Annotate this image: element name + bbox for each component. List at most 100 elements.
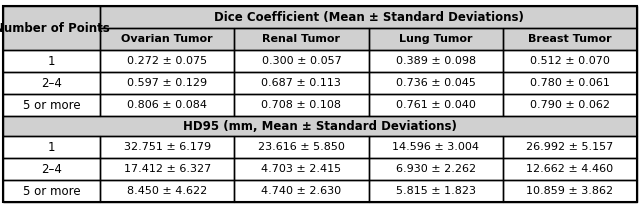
Bar — [234, 136, 369, 158]
Bar — [3, 136, 100, 158]
Bar — [3, 158, 100, 180]
Bar — [3, 180, 100, 202]
Bar — [503, 136, 637, 158]
Bar — [3, 6, 100, 50]
Bar — [100, 94, 234, 116]
Bar — [3, 136, 100, 158]
Text: 12.662 ± 4.460: 12.662 ± 4.460 — [526, 164, 613, 174]
Bar — [369, 158, 503, 180]
Text: 0.708 ± 0.108: 0.708 ± 0.108 — [261, 100, 341, 110]
Bar — [369, 28, 503, 50]
Text: 23.616 ± 5.850: 23.616 ± 5.850 — [258, 142, 345, 152]
Bar — [503, 158, 637, 180]
Bar — [369, 136, 503, 158]
Bar — [3, 50, 100, 72]
Text: 26.992 ± 5.157: 26.992 ± 5.157 — [526, 142, 614, 152]
Bar — [3, 94, 100, 116]
Bar — [503, 28, 637, 50]
Text: Breast Tumor: Breast Tumor — [528, 34, 612, 44]
Bar — [503, 72, 637, 94]
Bar — [503, 180, 637, 202]
Text: 0.687 ± 0.113: 0.687 ± 0.113 — [261, 78, 341, 88]
Bar — [503, 180, 637, 202]
Bar — [100, 6, 637, 28]
Bar — [100, 72, 234, 94]
Text: 1: 1 — [48, 140, 55, 153]
Bar — [100, 28, 234, 50]
Bar — [234, 50, 369, 72]
Bar — [503, 50, 637, 72]
Bar — [3, 94, 100, 116]
Bar — [503, 136, 637, 158]
Bar — [234, 28, 369, 50]
Bar — [100, 94, 234, 116]
Text: Ovarian Tumor: Ovarian Tumor — [122, 34, 213, 44]
Bar — [3, 180, 100, 202]
Text: 0.272 ± 0.075: 0.272 ± 0.075 — [127, 56, 207, 66]
Bar — [3, 116, 637, 136]
Bar — [369, 158, 503, 180]
Text: 4.703 ± 2.415: 4.703 ± 2.415 — [261, 164, 341, 174]
Bar — [3, 72, 100, 94]
Text: 5.815 ± 1.823: 5.815 ± 1.823 — [396, 186, 476, 196]
Bar — [369, 50, 503, 72]
Bar — [369, 136, 503, 158]
Bar — [369, 72, 503, 94]
Text: 0.806 ± 0.084: 0.806 ± 0.084 — [127, 100, 207, 110]
Bar — [234, 28, 369, 50]
Text: Number of Points: Number of Points — [0, 22, 109, 34]
Text: Dice Coefficient (Mean ± Standard Deviations): Dice Coefficient (Mean ± Standard Deviat… — [214, 10, 524, 24]
Text: 4.740 ± 2.630: 4.740 ± 2.630 — [261, 186, 341, 196]
Text: 10.859 ± 3.862: 10.859 ± 3.862 — [526, 186, 613, 196]
Text: 2–4: 2–4 — [41, 162, 62, 175]
Bar — [100, 136, 234, 158]
Text: 1: 1 — [48, 54, 55, 68]
Bar — [100, 6, 637, 28]
Text: 0.780 ± 0.061: 0.780 ± 0.061 — [530, 78, 610, 88]
Text: 6.930 ± 2.262: 6.930 ± 2.262 — [396, 164, 476, 174]
Bar — [100, 28, 234, 50]
Bar — [234, 158, 369, 180]
Bar — [234, 72, 369, 94]
Bar — [100, 50, 234, 72]
Bar — [3, 6, 100, 50]
Text: HD95 (mm, Mean ± Standard Deviations): HD95 (mm, Mean ± Standard Deviations) — [183, 119, 457, 133]
Bar — [100, 72, 234, 94]
Bar — [3, 50, 100, 72]
Bar — [369, 28, 503, 50]
Text: Renal Tumor: Renal Tumor — [262, 34, 340, 44]
Bar — [234, 136, 369, 158]
Bar — [3, 6, 637, 202]
Bar — [234, 180, 369, 202]
Bar — [503, 94, 637, 116]
Text: 14.596 ± 3.004: 14.596 ± 3.004 — [392, 142, 479, 152]
Text: 8.450 ± 4.622: 8.450 ± 4.622 — [127, 186, 207, 196]
Bar — [369, 94, 503, 116]
Text: 0.761 ± 0.040: 0.761 ± 0.040 — [396, 100, 476, 110]
Text: 0.300 ± 0.057: 0.300 ± 0.057 — [262, 56, 341, 66]
Text: Lung Tumor: Lung Tumor — [399, 34, 472, 44]
Bar — [234, 158, 369, 180]
Text: 2–4: 2–4 — [41, 77, 62, 90]
Bar — [503, 50, 637, 72]
Bar — [369, 94, 503, 116]
Bar — [3, 158, 100, 180]
Bar — [3, 72, 100, 94]
Bar — [503, 28, 637, 50]
Text: 5 or more: 5 or more — [22, 99, 80, 111]
Bar — [369, 72, 503, 94]
Text: 0.512 ± 0.070: 0.512 ± 0.070 — [530, 56, 610, 66]
Bar — [234, 94, 369, 116]
Bar — [100, 50, 234, 72]
Bar — [234, 180, 369, 202]
Bar — [369, 50, 503, 72]
Bar — [503, 158, 637, 180]
Text: 0.389 ± 0.098: 0.389 ± 0.098 — [396, 56, 476, 66]
Bar — [234, 50, 369, 72]
Bar — [234, 72, 369, 94]
Bar — [3, 116, 637, 136]
Bar — [369, 180, 503, 202]
Text: 0.736 ± 0.045: 0.736 ± 0.045 — [396, 78, 476, 88]
Text: 0.597 ± 0.129: 0.597 ± 0.129 — [127, 78, 207, 88]
Bar — [100, 136, 234, 158]
